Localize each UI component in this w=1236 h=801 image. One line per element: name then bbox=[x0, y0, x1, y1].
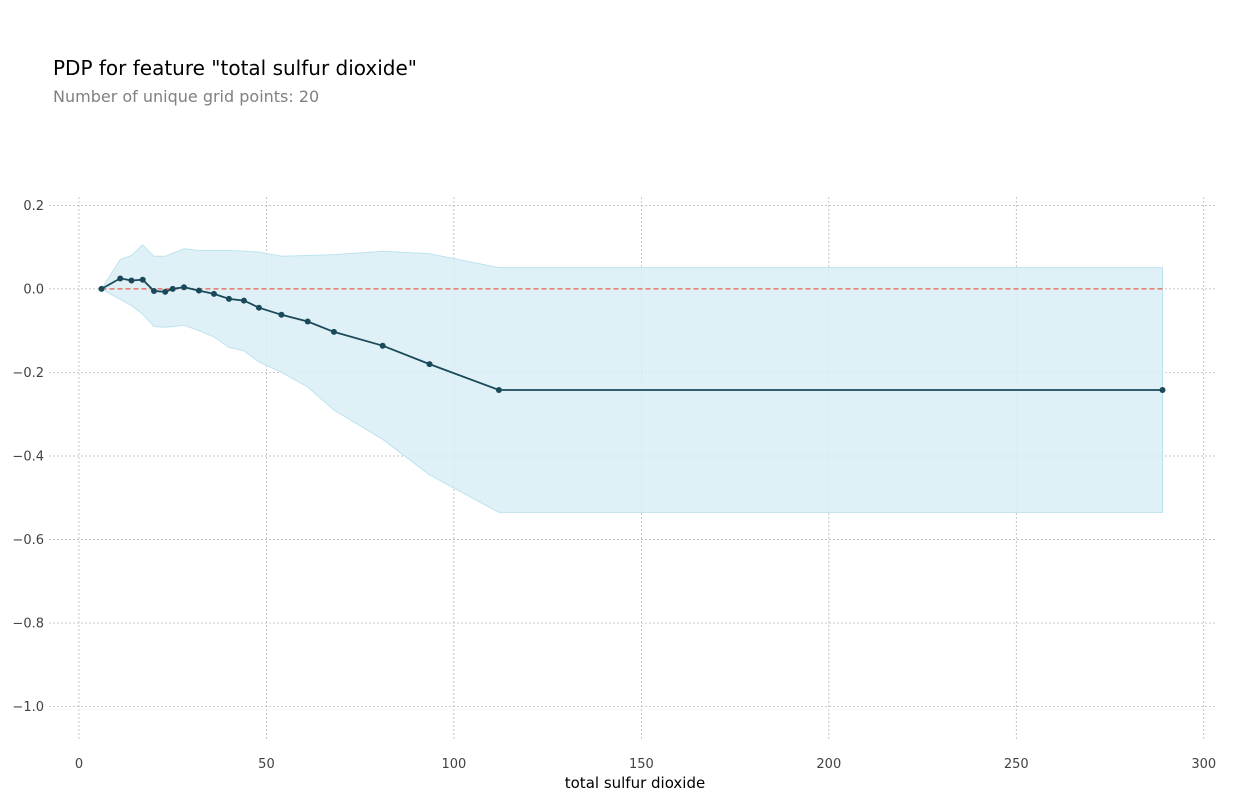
pdp-point bbox=[330, 328, 337, 335]
chart-title: PDP for feature "total sulfur dioxide" bbox=[53, 56, 418, 80]
pdp-point bbox=[180, 284, 187, 291]
x-tick-label: 150 bbox=[629, 757, 654, 772]
confidence-band-layer bbox=[100, 244, 1163, 513]
y-tick-label: 0.0 bbox=[23, 282, 44, 297]
pdp-point bbox=[139, 276, 146, 283]
pdp-point bbox=[426, 361, 433, 368]
pdp-point bbox=[278, 311, 285, 318]
x-tick-label: 50 bbox=[258, 757, 275, 772]
chart-subtitle: Number of unique grid points: 20 bbox=[53, 87, 320, 106]
pdp-point bbox=[98, 285, 105, 292]
pdp-point bbox=[150, 287, 157, 294]
y-tick-label: −0.2 bbox=[12, 366, 44, 381]
x-tick-label: 200 bbox=[816, 757, 841, 772]
pdp-point bbox=[379, 342, 386, 349]
tick-label-layer: 0 50 100 150 200 250 300 0.2 0.0 −0.2 −0.4 −0.6 −0.8… bbox=[12, 199, 1216, 772]
pdp-points-layer bbox=[98, 275, 1166, 393]
pdp-point bbox=[128, 277, 135, 284]
pdp-point bbox=[304, 318, 311, 325]
y-tick-label: 0.2 bbox=[23, 199, 44, 214]
x-tick-label: 100 bbox=[441, 757, 466, 772]
pdp-point bbox=[169, 285, 176, 292]
pdp-point bbox=[255, 304, 262, 311]
confidence-band bbox=[100, 244, 1163, 513]
x-tick-label: 250 bbox=[1004, 757, 1029, 772]
x-axis-label: total sulfur dioxide bbox=[565, 774, 705, 792]
pdp-point bbox=[225, 295, 232, 302]
y-tick-label: −0.6 bbox=[12, 533, 44, 548]
pdp-point bbox=[117, 275, 124, 282]
pdp-point bbox=[240, 297, 247, 304]
y-tick-label: −0.4 bbox=[12, 449, 44, 464]
pdp-point bbox=[210, 290, 217, 297]
pdp-point bbox=[162, 288, 169, 295]
x-tick-label: 0 bbox=[75, 757, 83, 772]
pdp-point bbox=[495, 386, 502, 393]
x-tick-label: 300 bbox=[1191, 757, 1216, 772]
pdp-point bbox=[1159, 386, 1166, 393]
y-tick-label: −1.0 bbox=[12, 700, 44, 715]
y-tick-label: −0.8 bbox=[12, 617, 44, 632]
grid-layer bbox=[49, 197, 1215, 740]
pdp-point bbox=[195, 287, 202, 294]
